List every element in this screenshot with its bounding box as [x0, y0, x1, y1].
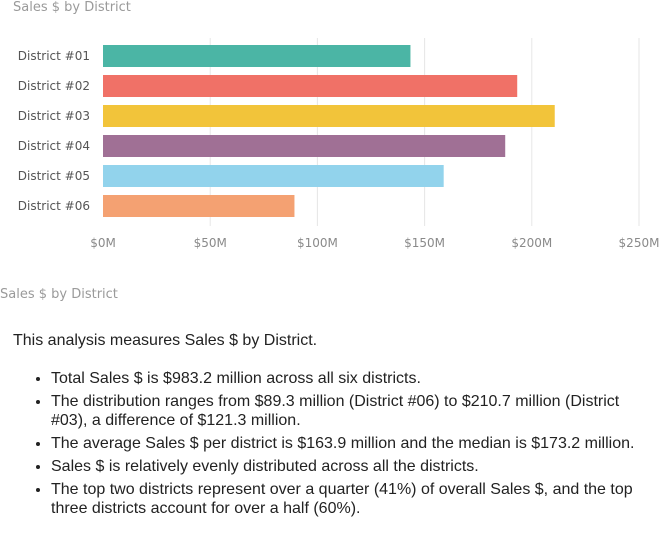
narrative-bullet: The average Sales $ per district is $163…: [51, 434, 658, 453]
narrative-bullet: Sales $ is relatively evenly distributed…: [51, 457, 658, 476]
narrative-bullet: The distribution ranges from $89.3 milli…: [51, 392, 658, 430]
chart-title: Sales $ by District: [13, 0, 131, 15]
category-label: District #01: [18, 49, 90, 63]
bar-district-01: [103, 45, 411, 67]
bar-district-02: [103, 75, 518, 97]
x-tick-label: $200M: [511, 236, 552, 250]
narrative-bullet: Total Sales $ is $983.2 million across a…: [51, 369, 658, 388]
bar-district-06: [103, 195, 295, 217]
category-label: District #02: [18, 79, 90, 93]
x-tick-label: $150M: [404, 236, 445, 250]
category-label: District #06: [18, 199, 90, 213]
category-label: District #04: [18, 139, 90, 153]
narrative-title: Sales $ by District: [0, 287, 118, 302]
narrative-summary: This analysis measures Sales $ by Distri…: [13, 331, 658, 522]
bar-district-05: [103, 165, 444, 187]
category-label: District #05: [18, 169, 90, 183]
narrative-bullet-list: Total Sales $ is $983.2 million across a…: [13, 369, 658, 518]
bar-district-03: [103, 105, 555, 127]
x-tick-label: $0M: [90, 236, 116, 250]
bar-district-04: [103, 135, 506, 157]
narrative-bullet: The top two districts represent over a q…: [51, 480, 658, 518]
x-tick-label: $100M: [297, 236, 338, 250]
x-tick-label: $250M: [619, 236, 660, 250]
narrative-intro: This analysis measures Sales $ by Distri…: [13, 332, 318, 349]
x-tick-label: $50M: [194, 236, 227, 250]
category-label: District #03: [18, 109, 90, 123]
sales-by-district-chart: District #01 District #02 District #03 Dist…: [18, 38, 660, 250]
